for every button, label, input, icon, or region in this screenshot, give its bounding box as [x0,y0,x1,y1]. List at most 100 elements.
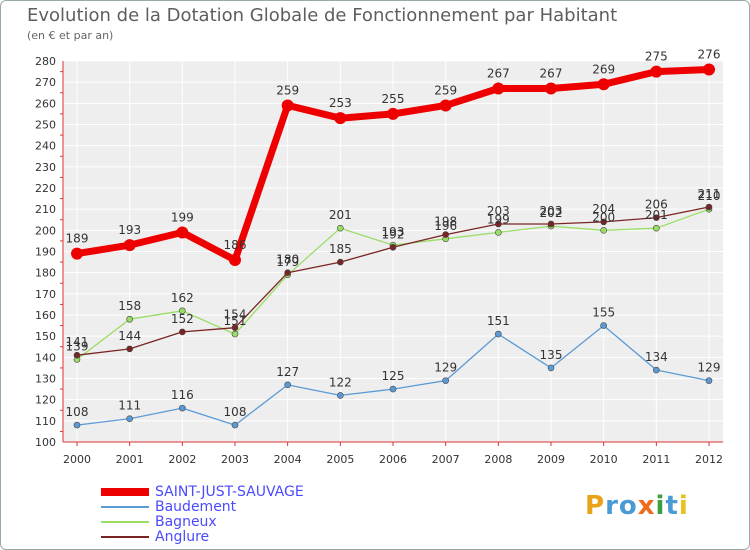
data-label: 199 [171,210,194,224]
data-label: 259 [434,83,457,97]
data-label: 151 [224,314,247,328]
legend-swatch [101,521,149,523]
data-label: 116 [171,388,194,402]
data-label: 154 [224,308,247,322]
proxiti-logo: Proxiti [585,491,689,521]
x-tick-label: 2004 [274,453,302,466]
data-label: 200 [592,210,615,224]
data-label: 129 [434,361,457,375]
data-point [442,231,449,238]
data-label: 199 [487,212,510,226]
data-point [547,220,555,228]
data-label: 155 [592,306,615,320]
data-label: 158 [118,299,141,313]
data-label: 211 [698,187,721,201]
y-tick-label: 280 [35,55,56,68]
x-tick-label: 2003 [221,453,249,466]
data-point [334,112,347,125]
data-point [439,99,452,112]
data-point [73,351,81,359]
data-point [126,345,133,353]
data-label: 269 [592,62,615,76]
y-tick-label: 270 [35,76,56,89]
data-label: 203 [540,204,563,218]
data-point [337,258,344,266]
data-label: 193 [118,223,141,237]
x-tick-label: 2008 [484,453,512,466]
y-tick-label: 150 [35,330,56,343]
data-point [179,328,186,336]
data-label: 139 [66,339,89,353]
y-tick-label: 120 [35,394,56,407]
data-label: 201 [329,208,352,222]
data-label: 206 [645,198,668,212]
data-label: 179 [276,255,299,269]
data-label: 162 [171,291,194,305]
data-point [281,99,294,112]
data-label: 192 [382,227,405,241]
data-point [492,82,505,95]
data-label: 111 [118,399,141,413]
data-point [126,415,133,423]
x-tick-label: 2005 [326,453,354,466]
data-point [176,226,189,239]
data-label: 134 [645,350,668,364]
y-tick-label: 170 [35,288,56,301]
x-tick-label: 2007 [432,453,460,466]
data-point [387,107,399,120]
data-label: 253 [329,96,352,110]
y-tick-label: 190 [35,246,56,259]
data-label: 196 [434,219,457,233]
data-label: 144 [118,329,141,343]
data-point [71,247,83,260]
y-tick-label: 200 [35,224,56,237]
x-tick-label: 2009 [537,453,565,466]
data-label: 255 [382,92,405,106]
data-point [600,227,607,234]
data-point [337,392,344,399]
data-label: 275 [645,50,668,64]
data-label: 267 [487,67,510,81]
data-point [179,404,186,412]
data-point [231,324,239,332]
data-point [600,218,607,226]
x-tick-label: 2000 [63,453,91,466]
y-tick-label: 210 [35,203,56,216]
data-point [597,78,610,91]
data-point [495,220,502,228]
data-point [389,385,397,393]
data-point [653,366,660,374]
legend-swatch [101,536,149,538]
legend-label: Bagneux [155,514,217,530]
y-tick-label: 230 [35,161,56,174]
y-tick-label: 130 [35,373,56,386]
data-label: 193 [382,225,405,239]
data-label: 201 [645,208,668,222]
y-tick-label: 110 [35,415,56,428]
data-point [653,214,660,221]
legend-swatch [101,488,149,496]
x-tick-label: 2012 [695,453,723,466]
x-tick-label: 2011 [642,453,670,466]
data-label: 129 [698,361,721,375]
data-label: 135 [540,348,563,362]
data-label: 259 [276,83,299,97]
data-point [600,322,607,329]
x-tick-label: 2010 [590,453,618,466]
data-label: 151 [487,314,510,328]
data-point [179,307,186,315]
y-tick-label: 160 [35,309,56,322]
data-point [123,239,136,252]
x-tick-label: 2001 [116,453,144,466]
data-point [231,330,239,338]
data-label: 122 [329,375,352,389]
y-tick-label: 260 [35,97,56,110]
legend-swatch [101,506,149,508]
data-label: 152 [171,312,194,326]
data-label: 276 [698,47,721,61]
data-label: 127 [276,365,299,379]
data-point [545,82,557,95]
y-tick-label: 180 [35,267,56,280]
